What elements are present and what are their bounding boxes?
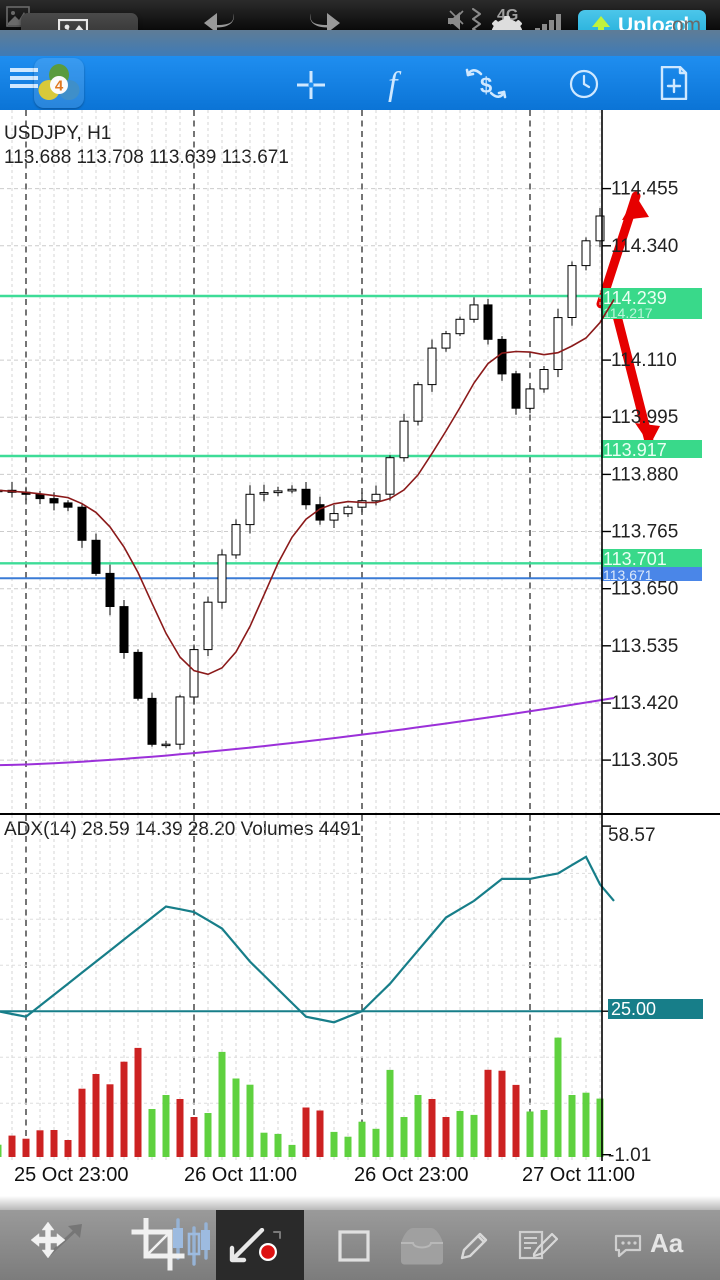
svg-text:113.765: 113.765 xyxy=(611,522,678,543)
svg-text:113.650: 113.650 xyxy=(611,579,678,600)
svg-text:113.880: 113.880 xyxy=(611,464,678,485)
svg-text:113.535: 113.535 xyxy=(611,636,678,657)
svg-text:$: $ xyxy=(480,73,492,98)
svg-text:113.420: 113.420 xyxy=(611,693,678,714)
svg-text:114.340: 114.340 xyxy=(611,236,678,257)
svg-text:113.305: 113.305 xyxy=(611,750,678,771)
svg-text:114.110: 114.110 xyxy=(611,350,677,371)
svg-text:4: 4 xyxy=(55,78,64,95)
svg-text:113.995: 113.995 xyxy=(611,407,678,428)
svg-text:114.455: 114.455 xyxy=(611,179,678,200)
